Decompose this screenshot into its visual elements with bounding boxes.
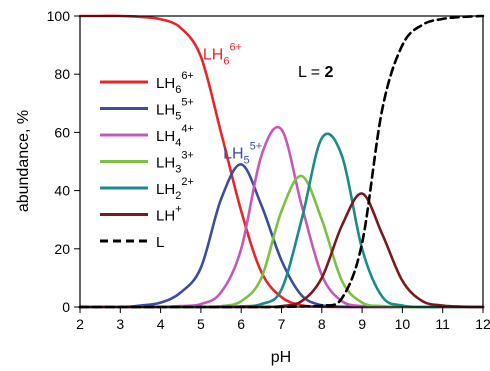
x-tick-label: 11 bbox=[435, 316, 450, 332]
x-tick-label: 12 bbox=[475, 316, 490, 332]
y-axis-title: abundance, % bbox=[15, 110, 32, 212]
x-tick-label: 9 bbox=[358, 316, 366, 332]
legend-label: LH44+ bbox=[156, 123, 194, 149]
x-tick-label: 4 bbox=[157, 316, 165, 332]
param-name: L = bbox=[298, 64, 325, 81]
x-tick-label: 2 bbox=[76, 316, 84, 332]
x-axis-title: pH bbox=[271, 349, 291, 366]
y-tick-label: 80 bbox=[54, 66, 70, 82]
legend-label: LH55+ bbox=[156, 97, 194, 123]
legend-label: LH+ bbox=[156, 204, 182, 225]
legend-label: L bbox=[156, 234, 164, 251]
y-tick-label: 100 bbox=[47, 8, 71, 24]
series-line-lh2-4 bbox=[78, 132, 485, 309]
param-label: L = 2 bbox=[298, 64, 334, 81]
series-line-lh5-1 bbox=[78, 163, 485, 309]
series-line-lh4-2 bbox=[78, 125, 485, 309]
legend: LH66+LH55+LH44+LH33+LH22+LH+ L bbox=[100, 70, 194, 251]
x-tick-label: 10 bbox=[395, 316, 411, 332]
x-tick-label: 7 bbox=[278, 316, 286, 332]
curve-annotation: LH66+ bbox=[203, 42, 242, 68]
param-value: 2 bbox=[325, 64, 334, 81]
y-tick-label: 60 bbox=[54, 124, 70, 140]
x-tick-label: 6 bbox=[237, 316, 245, 332]
legend-label: LH22+ bbox=[156, 176, 194, 202]
y-tick-label: 0 bbox=[62, 299, 70, 315]
curve-annotation: LH55+ bbox=[223, 141, 262, 167]
x-tick-label: 3 bbox=[116, 316, 124, 332]
x-tick-label: 5 bbox=[197, 316, 205, 332]
y-tick-label: 40 bbox=[54, 183, 70, 199]
y-tick-label: 20 bbox=[54, 241, 70, 257]
x-tick-label: 8 bbox=[318, 316, 326, 332]
legend-label: LH33+ bbox=[156, 150, 194, 176]
legend-label: LH66+ bbox=[156, 70, 194, 96]
